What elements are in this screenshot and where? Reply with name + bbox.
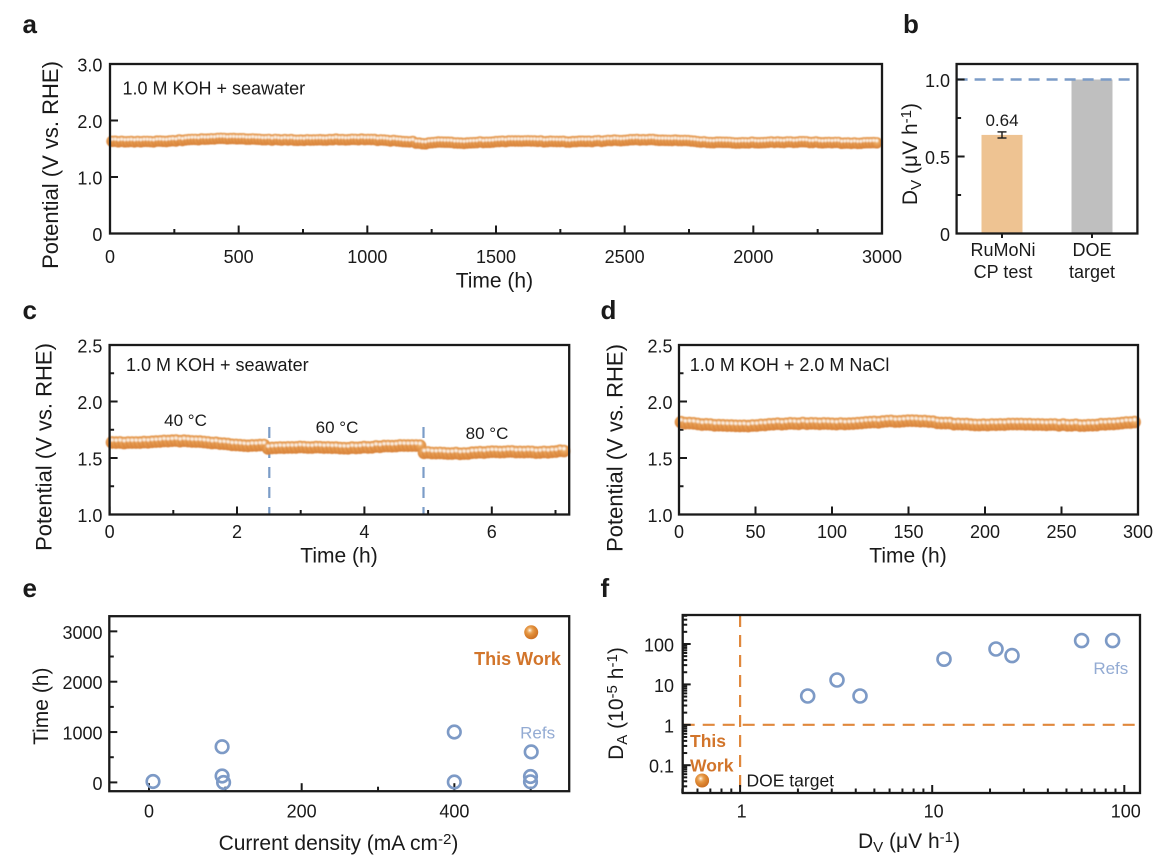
svg-text:1.0 M KOH + seawater: 1.0 M KOH + seawater bbox=[123, 79, 306, 99]
svg-text:1.0: 1.0 bbox=[77, 169, 102, 189]
svg-text:3000: 3000 bbox=[862, 247, 902, 267]
svg-text:2.5: 2.5 bbox=[647, 337, 672, 357]
svg-text:4: 4 bbox=[359, 522, 369, 542]
svg-text:CP test: CP test bbox=[974, 262, 1033, 282]
svg-text:e: e bbox=[23, 573, 37, 603]
svg-text:1000: 1000 bbox=[62, 724, 102, 744]
svg-text:target: target bbox=[1069, 262, 1115, 282]
svg-text:3.0: 3.0 bbox=[77, 56, 102, 76]
svg-text:DV (μV h-1): DV (μV h-1) bbox=[858, 829, 960, 856]
svg-text:DV (μV h-1): DV (μV h-1) bbox=[898, 103, 925, 205]
svg-text:0: 0 bbox=[105, 247, 115, 267]
svg-text:300: 300 bbox=[1123, 522, 1153, 542]
svg-text:1.0 M KOH + 2.0 M NaCl: 1.0 M KOH + 2.0 M NaCl bbox=[690, 355, 890, 375]
svg-text:DA (10-5 h-1): DA (10-5 h-1) bbox=[604, 647, 631, 760]
svg-text:2.0: 2.0 bbox=[77, 393, 102, 413]
svg-text:2.0: 2.0 bbox=[647, 393, 672, 413]
svg-text:500: 500 bbox=[224, 247, 254, 267]
svg-text:1.0: 1.0 bbox=[925, 71, 950, 91]
svg-text:0.64: 0.64 bbox=[985, 111, 1018, 130]
svg-text:Potential (V vs. RHE): Potential (V vs. RHE) bbox=[38, 61, 63, 269]
svg-text:DOE target: DOE target bbox=[747, 771, 835, 791]
svg-text:1.5: 1.5 bbox=[77, 450, 102, 470]
svg-text:f: f bbox=[601, 573, 610, 603]
svg-text:Work: Work bbox=[690, 756, 734, 776]
svg-text:2: 2 bbox=[232, 522, 242, 542]
svg-text:60 °C: 60 °C bbox=[316, 418, 359, 437]
svg-text:1000: 1000 bbox=[347, 247, 387, 267]
svg-text:d: d bbox=[601, 295, 617, 325]
svg-text:400: 400 bbox=[439, 802, 469, 822]
svg-text:0: 0 bbox=[105, 522, 115, 542]
svg-text:c: c bbox=[23, 295, 37, 325]
svg-text:3000: 3000 bbox=[62, 623, 102, 643]
svg-text:This: This bbox=[690, 731, 726, 751]
svg-text:100: 100 bbox=[644, 636, 674, 656]
svg-text:Time (h): Time (h) bbox=[300, 544, 377, 567]
svg-text:1.0: 1.0 bbox=[77, 506, 102, 526]
svg-text:0: 0 bbox=[92, 774, 102, 794]
svg-text:Current density (mA cm-2): Current density (mA cm-2) bbox=[219, 831, 459, 855]
svg-text:2500: 2500 bbox=[605, 247, 645, 267]
svg-text:100: 100 bbox=[1111, 802, 1141, 822]
svg-text:Potential (V vs. RHE): Potential (V vs. RHE) bbox=[603, 344, 628, 552]
svg-text:Time (h): Time (h) bbox=[869, 544, 946, 567]
svg-text:RuMoNi: RuMoNi bbox=[970, 240, 1035, 260]
svg-text:1: 1 bbox=[737, 802, 747, 822]
svg-text:0.5: 0.5 bbox=[925, 148, 950, 168]
svg-text:1500: 1500 bbox=[476, 247, 516, 267]
svg-text:Refs: Refs bbox=[520, 724, 555, 743]
svg-text:DOE: DOE bbox=[1072, 240, 1111, 260]
svg-text:0: 0 bbox=[940, 225, 950, 245]
svg-text:Time (h): Time (h) bbox=[30, 668, 53, 745]
svg-text:80 °C: 80 °C bbox=[466, 424, 509, 443]
svg-text:200: 200 bbox=[970, 522, 1000, 542]
svg-text:2000: 2000 bbox=[733, 247, 773, 267]
svg-text:250: 250 bbox=[1046, 522, 1076, 542]
svg-text:b: b bbox=[903, 9, 919, 39]
svg-text:0: 0 bbox=[144, 802, 154, 822]
svg-text:Potential (V vs. RHE): Potential (V vs. RHE) bbox=[32, 343, 57, 551]
svg-text:a: a bbox=[23, 9, 38, 39]
svg-text:150: 150 bbox=[893, 522, 923, 542]
svg-text:2.5: 2.5 bbox=[77, 337, 102, 357]
svg-text:Refs: Refs bbox=[1093, 659, 1128, 678]
svg-text:0.1: 0.1 bbox=[649, 757, 674, 777]
svg-text:50: 50 bbox=[745, 522, 765, 542]
svg-text:200: 200 bbox=[287, 802, 317, 822]
svg-text:1: 1 bbox=[664, 716, 674, 736]
svg-text:1.5: 1.5 bbox=[647, 450, 672, 470]
svg-text:1.0 M KOH + seawater: 1.0 M KOH + seawater bbox=[126, 355, 309, 375]
svg-text:1.0: 1.0 bbox=[647, 506, 672, 526]
svg-text:0: 0 bbox=[674, 522, 684, 542]
svg-text:6: 6 bbox=[487, 522, 497, 542]
svg-text:2000: 2000 bbox=[62, 673, 102, 693]
svg-text:2.0: 2.0 bbox=[77, 112, 102, 132]
svg-text:0: 0 bbox=[92, 225, 102, 245]
svg-text:Time (h): Time (h) bbox=[456, 269, 533, 292]
svg-text:10: 10 bbox=[924, 802, 944, 822]
svg-text:10: 10 bbox=[654, 676, 674, 696]
svg-text:100: 100 bbox=[817, 522, 847, 542]
svg-text:This Work: This Work bbox=[474, 649, 562, 669]
svg-text:40 °C: 40 °C bbox=[164, 411, 207, 430]
